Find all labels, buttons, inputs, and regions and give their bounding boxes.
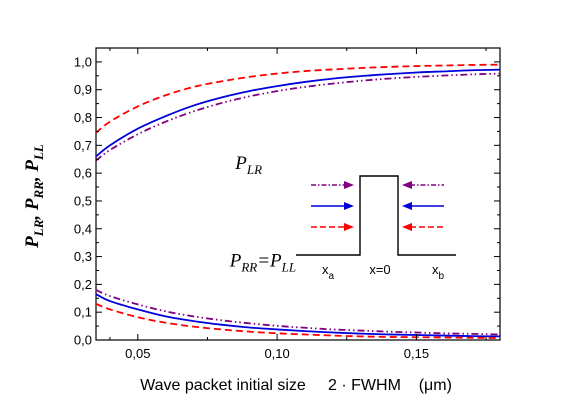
y-tick-label: 0,7 bbox=[74, 138, 92, 153]
series-line-1 bbox=[95, 63, 501, 134]
series-line-4 bbox=[95, 303, 501, 339]
left-arrowhead-1 bbox=[344, 202, 354, 210]
inset-label-2: xb bbox=[432, 262, 445, 282]
barrier-outline bbox=[296, 175, 456, 256]
y-tick-label: 0,8 bbox=[74, 110, 92, 125]
x-tick-label: 0,05 bbox=[125, 346, 150, 361]
y-tick-label: 0,4 bbox=[74, 221, 92, 236]
series-line-0 bbox=[95, 68, 501, 158]
y-tick-label: 0,6 bbox=[74, 166, 92, 181]
series-line-3 bbox=[95, 293, 501, 338]
inset-label-1: x=0 bbox=[369, 262, 390, 277]
y-axis-label: PLR, PRR, PLL bbox=[22, 144, 46, 249]
y-tick-label: 0,5 bbox=[74, 193, 92, 208]
x-tick-label: 0,15 bbox=[404, 346, 429, 361]
series-line-5 bbox=[95, 289, 501, 336]
y-tick-label: 0,0 bbox=[74, 333, 92, 348]
plot-frame bbox=[95, 47, 501, 341]
right-arrowhead-0 bbox=[402, 181, 412, 189]
x-tick-label: 0,10 bbox=[264, 346, 289, 361]
axis-ticks: 0,0 0,1 0,2 0,3 0,4 0,5 0,6 0,7 0,8 0,9 1,0 0,05 0,1… bbox=[74, 48, 500, 361]
barrier-inset: xa x=0 xb bbox=[296, 175, 456, 282]
annotations: PLR PRR=PLL bbox=[229, 153, 296, 274]
x-axis-label: Wave packet initial size 2 · FWHM (μm) bbox=[140, 377, 452, 394]
left-arrowhead-2 bbox=[344, 223, 354, 231]
inset-label-0: xa bbox=[322, 262, 335, 282]
series-line-2 bbox=[95, 72, 501, 162]
y-tick-label: 0,3 bbox=[74, 249, 92, 264]
y-axis-label-text: PLR, PRR, PLL bbox=[22, 144, 46, 249]
right-arrowhead-1 bbox=[402, 202, 412, 210]
y-tick-label: 0,9 bbox=[74, 82, 92, 97]
right-arrowhead-2 bbox=[402, 223, 412, 231]
left-arrowhead-0 bbox=[344, 181, 354, 189]
series-lines bbox=[95, 63, 501, 339]
annotation-0: PLR bbox=[234, 153, 262, 177]
y-tick-label: 0,2 bbox=[74, 277, 92, 292]
y-tick-label: 0,1 bbox=[74, 305, 92, 320]
plot-area bbox=[95, 47, 501, 341]
y-tick-label: 1,0 bbox=[74, 54, 92, 69]
annotation-1: PRR=PLL bbox=[229, 250, 296, 274]
